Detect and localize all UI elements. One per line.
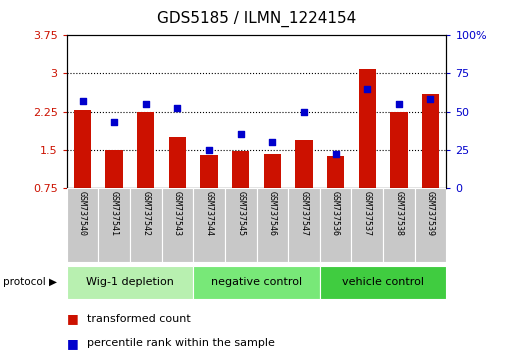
Point xyxy=(205,147,213,152)
Point xyxy=(142,101,150,107)
Point xyxy=(300,109,308,114)
Bar xyxy=(225,188,256,262)
Bar xyxy=(74,110,91,188)
Point xyxy=(363,86,371,92)
Bar xyxy=(98,188,130,262)
Point xyxy=(110,119,118,125)
Bar xyxy=(390,112,407,188)
Text: negative control: negative control xyxy=(211,277,302,287)
Text: GSM737539: GSM737539 xyxy=(426,190,435,236)
Text: GSM737537: GSM737537 xyxy=(363,190,372,236)
Bar xyxy=(288,188,320,262)
Text: GSM737541: GSM737541 xyxy=(110,190,119,236)
Point xyxy=(78,98,87,104)
Bar xyxy=(264,154,281,188)
Text: GSM737544: GSM737544 xyxy=(205,190,213,236)
Bar xyxy=(295,141,312,188)
Point xyxy=(173,105,182,111)
Point xyxy=(426,97,435,102)
Point xyxy=(331,151,340,157)
Bar xyxy=(193,188,225,262)
Bar xyxy=(162,188,193,262)
Point xyxy=(268,139,277,145)
Text: ■: ■ xyxy=(67,312,78,325)
Bar xyxy=(67,266,193,299)
Point xyxy=(236,131,245,137)
Text: GSM737538: GSM737538 xyxy=(394,190,403,236)
Bar xyxy=(422,94,439,188)
Bar xyxy=(201,155,218,188)
Text: GSM737542: GSM737542 xyxy=(141,190,150,236)
Bar xyxy=(351,188,383,262)
Text: percentile rank within the sample: percentile rank within the sample xyxy=(87,338,275,348)
Text: transformed count: transformed count xyxy=(87,314,191,324)
Text: ■: ■ xyxy=(67,337,78,350)
Bar xyxy=(106,149,123,188)
Text: protocol ▶: protocol ▶ xyxy=(3,277,56,287)
Bar xyxy=(67,188,98,262)
Bar xyxy=(256,188,288,262)
Bar xyxy=(232,151,249,188)
Text: GSM737547: GSM737547 xyxy=(300,190,308,236)
Text: vehicle control: vehicle control xyxy=(342,277,424,287)
Text: GSM737546: GSM737546 xyxy=(268,190,277,236)
Bar xyxy=(320,188,351,262)
Bar xyxy=(415,188,446,262)
Bar xyxy=(169,137,186,188)
Bar xyxy=(137,112,154,188)
Text: GSM737536: GSM737536 xyxy=(331,190,340,236)
Text: GDS5185 / ILMN_1224154: GDS5185 / ILMN_1224154 xyxy=(157,11,356,27)
Bar xyxy=(327,156,344,188)
Text: Wig-1 depletion: Wig-1 depletion xyxy=(86,277,174,287)
Bar xyxy=(130,188,162,262)
Bar xyxy=(359,69,376,188)
Text: GSM737545: GSM737545 xyxy=(236,190,245,236)
Point xyxy=(394,101,403,107)
Text: GSM737540: GSM737540 xyxy=(78,190,87,236)
Bar xyxy=(383,188,415,262)
Bar xyxy=(193,266,320,299)
Bar xyxy=(320,266,446,299)
Text: GSM737543: GSM737543 xyxy=(173,190,182,236)
